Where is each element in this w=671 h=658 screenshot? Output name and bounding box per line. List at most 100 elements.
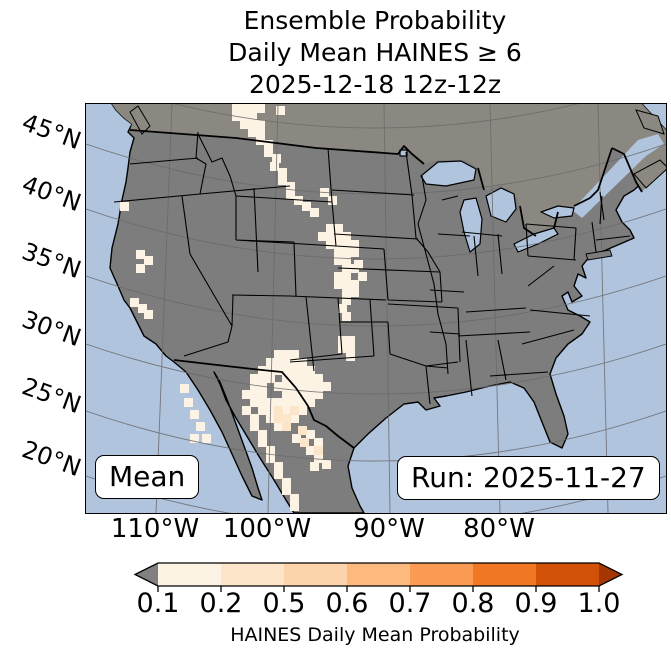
probability-cell	[242, 406, 251, 415]
probability-cell	[338, 336, 347, 345]
ensemble-member-label-box: Mean	[95, 455, 200, 499]
colorbar-segment	[410, 563, 474, 586]
probability-cell	[286, 190, 295, 199]
colorbar-tick-label: 0.6	[325, 588, 369, 619]
probability-cell	[310, 462, 319, 471]
probability-cell	[282, 414, 291, 423]
probability-cell	[322, 382, 331, 391]
probability-cell	[298, 382, 307, 391]
colorbar-segment	[284, 563, 348, 586]
probability-cell	[306, 390, 315, 399]
probability-cell	[318, 232, 327, 241]
probability-cell	[306, 366, 315, 375]
probability-cell	[334, 240, 343, 249]
probability-cell	[130, 298, 139, 307]
us-canada-border	[129, 129, 643, 237]
us-mexico-border	[173, 359, 355, 449]
probability-cell	[250, 374, 259, 383]
probability-cell	[266, 374, 275, 383]
probability-cell	[314, 382, 323, 391]
probability-cell	[282, 366, 291, 375]
title-line-3: 2025-12-18 12z-12z	[248, 70, 502, 99]
probability-cell	[248, 112, 257, 121]
colorbar-over-arrow	[599, 563, 622, 586]
newfoundland-island	[635, 109, 665, 135]
probability-cell	[342, 248, 351, 257]
probability-cell	[350, 248, 359, 257]
probability-cell	[314, 446, 323, 455]
probability-cell	[232, 104, 241, 113]
colorbar-segment	[158, 563, 222, 586]
probability-cell	[190, 410, 199, 419]
probability-cell	[274, 366, 283, 375]
probability-cell	[326, 240, 335, 249]
probability-cell	[306, 446, 315, 455]
probability-cell	[120, 202, 129, 211]
probability-cell	[144, 310, 153, 319]
probability-cell	[258, 430, 267, 439]
colorbar-segment	[347, 563, 411, 586]
probability-cell	[290, 358, 299, 367]
probability-cell	[290, 366, 299, 375]
colorbar-segment	[473, 563, 537, 586]
probability-cell	[290, 494, 299, 503]
probability-cell	[306, 430, 315, 439]
probability-cell	[274, 470, 283, 479]
probability-cell	[314, 438, 323, 447]
probability-cell	[266, 454, 275, 463]
probability-cell	[350, 280, 359, 289]
probability-cell	[274, 398, 283, 407]
probability-cell	[306, 398, 315, 407]
probability-cell	[342, 240, 351, 249]
probability-cell	[314, 454, 323, 463]
probability-cell	[322, 460, 331, 469]
probability-cell	[346, 336, 355, 345]
probability-cell	[264, 148, 273, 157]
probability-cell	[248, 120, 257, 129]
probability-cell	[258, 406, 267, 415]
probability-cell	[264, 140, 273, 149]
colorbar-tick-label: 0.2	[199, 588, 243, 619]
model-run-label: Run: 2025-11-27	[411, 461, 646, 494]
probability-cell	[300, 438, 309, 447]
probability-cell	[274, 358, 283, 367]
probability-cell	[256, 104, 265, 113]
probability-cell	[326, 232, 335, 241]
graticule-gridlines	[86, 104, 666, 513]
probability-cell	[190, 434, 199, 443]
probability-cell	[334, 280, 343, 289]
probability-cell	[350, 288, 359, 297]
probability-cell	[282, 358, 291, 367]
probability-shading-cells	[120, 104, 367, 511]
longitude-tick-label: 110°W	[110, 514, 200, 544]
probability-cell	[248, 104, 257, 113]
map-canvas	[85, 103, 667, 514]
colorbar-tick-label: 0.9	[514, 588, 558, 619]
probability-cell	[274, 350, 283, 359]
probability-cell	[184, 398, 193, 407]
probability-cell	[274, 382, 283, 391]
probability-cell	[298, 358, 307, 367]
lake-superior	[420, 160, 477, 187]
probability-cell	[290, 350, 299, 359]
probability-cell	[250, 398, 259, 407]
probability-cell	[290, 398, 299, 407]
probability-cell	[286, 182, 295, 191]
probability-cell	[250, 390, 259, 399]
probability-cell	[342, 296, 351, 305]
probability-cell	[250, 382, 259, 391]
long-island	[585, 249, 613, 261]
probability-cell	[350, 240, 359, 249]
probability-cell	[346, 352, 355, 361]
probability-cell	[256, 120, 265, 129]
colorbar-segment	[221, 563, 285, 586]
probability-cell	[282, 422, 291, 431]
probability-cell	[136, 250, 145, 259]
probability-cell	[248, 128, 257, 137]
probability-cell	[342, 272, 351, 281]
probability-cell	[258, 390, 267, 399]
title-line-2: Daily Mean HAINES ≥ 6	[228, 38, 522, 67]
probability-cell	[278, 168, 287, 177]
probability-cell	[342, 288, 351, 297]
